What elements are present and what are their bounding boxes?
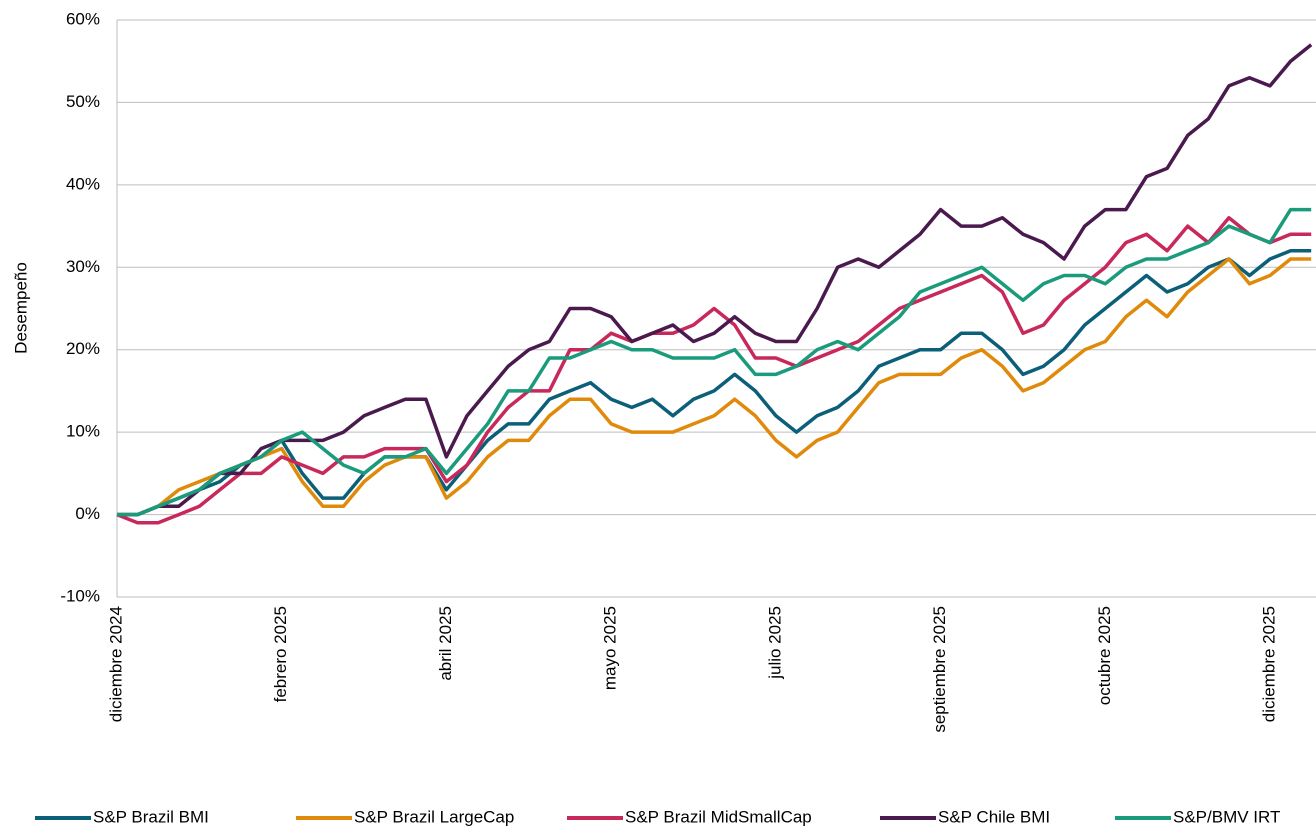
series-line [117,207,1312,517]
x-tick-label: diciembre 2025 [1260,606,1279,722]
series-line [117,249,1312,517]
x-tick-label: septiembre 2025 [930,606,949,733]
series-line [117,257,1312,517]
y-tick-label: 40% [66,174,100,193]
legend-label: S&P Brazil LargeCap [354,807,514,826]
legend-label: S&P Brazil BMI [93,807,209,826]
y-tick-label: 20% [66,339,100,358]
y-axis-label: Desempeño [11,262,30,354]
x-tick-label: diciembre 2024 [106,606,125,722]
legend-label: S&P Chile BMI [938,807,1050,826]
y-tick-label: -10% [60,586,100,605]
y-tick-label: 60% [66,9,100,28]
x-tick-label: octubre 2025 [1095,606,1114,705]
y-tick-label: 10% [66,422,100,441]
x-tick-label: julio 2025 [765,606,784,680]
series-line [116,216,1312,525]
y-tick-label: 0% [75,504,100,523]
y-tick-label: 50% [66,92,100,111]
legend-label: S&P/BMV IRT [1173,807,1280,826]
x-tick-label: abril 2025 [436,606,455,681]
series-line [117,43,1313,517]
x-tick-label: mayo 2025 [601,606,620,690]
x-tick-label: febrero 2025 [271,606,290,702]
legend-label: S&P Brazil MidSmallCap [625,807,812,826]
y-tick-label: 30% [66,257,100,276]
